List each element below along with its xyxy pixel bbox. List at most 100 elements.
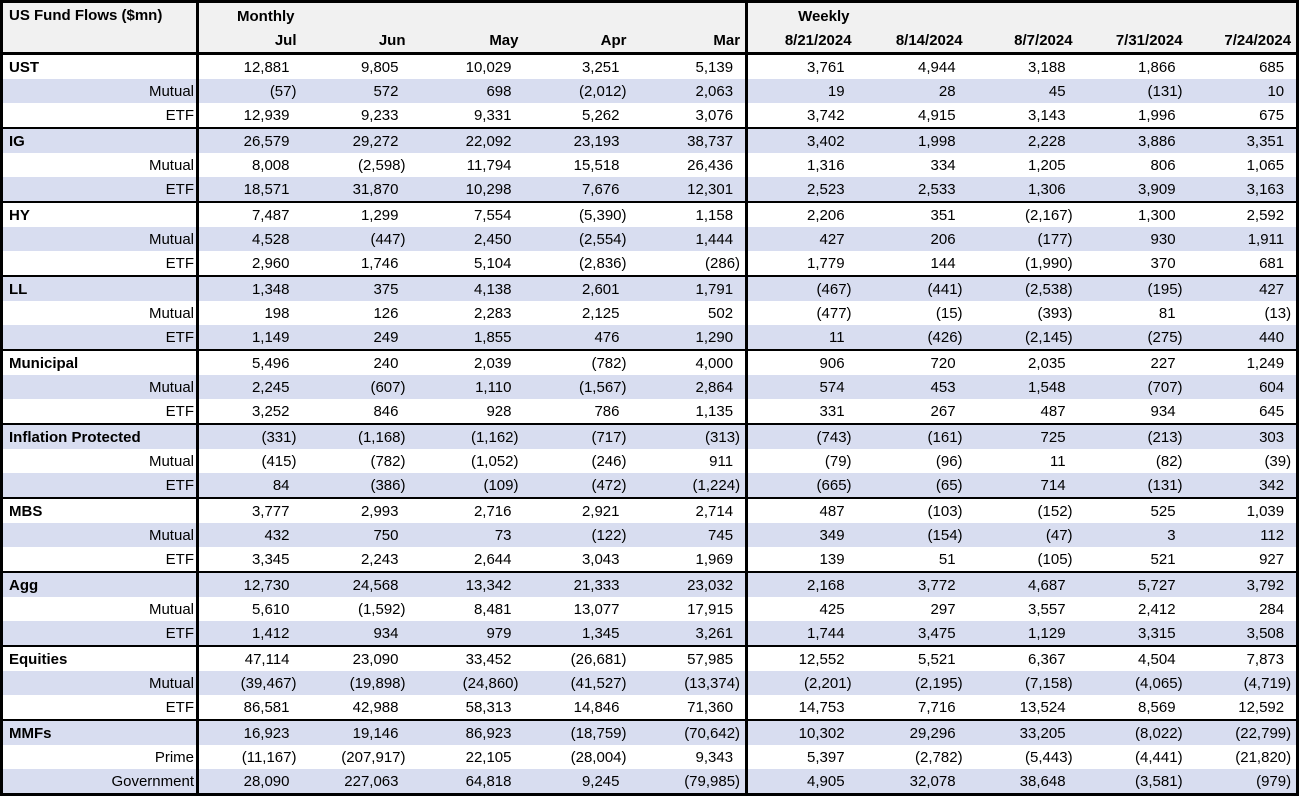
value-cell: 5,727 <box>1077 571 1188 597</box>
value-cell: 2,921 <box>523 497 632 523</box>
value-cell: (441) <box>856 275 968 301</box>
subcategory-label: Mutual <box>1 523 199 547</box>
value-cell: 698 <box>410 79 524 103</box>
value-cell: (41,527) <box>523 671 632 695</box>
category-label: IG <box>1 127 199 153</box>
value-cell: 2,601 <box>523 275 632 301</box>
value-cell: 17,915 <box>687 600 734 618</box>
value-cell: 42,988 <box>352 698 399 716</box>
value-cell: 11 <box>1049 452 1066 470</box>
date-col-header: 8/21/2024 <box>745 29 857 55</box>
value-cell: 73 <box>410 523 524 547</box>
value-cell: 5,496 <box>197 349 302 375</box>
value-cell: 206 <box>856 227 968 251</box>
value-cell: (2,782) <box>915 748 963 766</box>
value-cell: 1,158 <box>631 201 747 227</box>
table-header: US Fund Flows ($mn) Monthly Weekly Jul J… <box>1 1 1298 55</box>
date-col-header: 8/14/2024 <box>856 29 968 55</box>
value-cell: 22,105 <box>465 748 512 766</box>
subcategory-label: ETF <box>1 103 199 128</box>
value-cell: (386) <box>301 473 411 498</box>
value-cell: 24,568 <box>301 571 411 597</box>
value-cell: 86,581 <box>243 698 290 716</box>
value-cell: 28 <box>856 79 968 103</box>
value-cell: 574 <box>745 375 857 399</box>
value-cell: 84 <box>197 473 302 498</box>
value-cell: 71,360 <box>687 698 734 716</box>
value-cell: 2,523 <box>745 177 857 202</box>
value-cell: 9,245 <box>523 769 632 795</box>
subcategory-label: ETF <box>1 695 199 720</box>
value-cell: 2,960 <box>251 254 290 272</box>
value-cell: (4,065) <box>1077 671 1188 695</box>
value-cell: 4,504 <box>1077 645 1188 671</box>
value-cell: (2,012) <box>523 79 632 103</box>
value-cell: (96) <box>935 452 963 470</box>
value-cell: 19 <box>745 79 857 103</box>
value-cell: (2,201) <box>745 671 857 695</box>
table-row: ETF 1,149 249 1,855 476 1,290 11 (426) (2,145) (2… <box>1 325 1298 350</box>
value-cell: 572 <box>301 79 411 103</box>
value-cell: 425 <box>745 597 857 621</box>
value-cell: 1,249 <box>1187 349 1298 375</box>
value-cell: 2,035 <box>967 349 1078 375</box>
value-cell: (286) <box>705 254 741 272</box>
value-cell: (1,224) <box>631 473 747 498</box>
value-cell: 1,299 <box>301 201 411 227</box>
value-cell: (13) <box>1264 304 1292 322</box>
month-col-header: Mar <box>631 29 747 55</box>
value-cell: (18,759) <box>523 719 632 745</box>
category-label: Equities <box>1 645 199 671</box>
value-cell: 81 <box>1158 304 1176 322</box>
value-cell: (105) <box>1037 550 1073 568</box>
value-cell: 3,402 <box>745 127 857 153</box>
value-cell: (717) <box>523 423 632 449</box>
value-cell: 3,475 <box>856 621 968 646</box>
value-cell: (22,799) <box>1187 719 1298 745</box>
value-cell: (131) <box>1077 473 1188 498</box>
date-col-header: 8/7/2024 <box>967 29 1078 55</box>
value-cell: 3,143 <box>1028 106 1066 124</box>
value-cell: 3,886 <box>1077 127 1188 153</box>
value-cell: 1,412 <box>197 621 302 646</box>
value-cell: 38,648 <box>967 769 1078 795</box>
table-row: Prime (11,167) (207,917) 22,105 (28,004) 9,34… <box>1 745 1298 769</box>
value-cell: (177) <box>967 227 1078 251</box>
value-cell: 906 <box>745 349 857 375</box>
value-cell: (21,820) <box>1235 748 1292 766</box>
value-cell: 14,846 <box>573 698 620 716</box>
value-cell: (5,443) <box>1025 748 1073 766</box>
subcategory-label: Mutual <box>1 301 199 325</box>
value-cell: 3,761 <box>745 52 857 79</box>
value-cell: 4,687 <box>967 571 1078 597</box>
value-cell: (2,145) <box>967 325 1078 350</box>
value-cell: (39,467) <box>197 671 302 695</box>
value-cell: (65) <box>856 473 968 498</box>
value-cell: (195) <box>1077 275 1188 301</box>
value-cell: 2,592 <box>1187 201 1298 227</box>
value-cell: (79,985) <box>631 769 747 795</box>
value-cell: (57) <box>197 79 302 103</box>
value-cell: 58,313 <box>465 698 512 716</box>
table-row: Municipal 5,496 240 2,039 (782) 4,000 906 720 2,… <box>1 349 1298 375</box>
value-cell: 930 <box>1077 227 1188 251</box>
value-cell: 1,911 <box>1187 227 1298 251</box>
value-cell: 1,129 <box>967 621 1078 646</box>
subcategory-label: ETF <box>1 399 199 424</box>
value-cell: 521 <box>1150 550 1176 568</box>
value-cell: 714 <box>967 473 1078 498</box>
value-cell: 23,090 <box>301 645 411 671</box>
value-cell: 2,864 <box>631 375 747 399</box>
table-row: Equities 47,114 23,090 33,452 (26,681) 57,985… <box>1 645 1298 671</box>
category-label: MMFs <box>1 719 199 745</box>
value-cell: (15) <box>935 304 963 322</box>
value-cell: 3,557 <box>1028 600 1066 618</box>
value-cell: 139 <box>745 547 857 572</box>
value-cell: 1,345 <box>523 621 632 646</box>
value-cell: 334 <box>930 156 956 174</box>
value-cell: 1,969 <box>695 550 734 568</box>
month-col-header: Apr <box>523 29 632 55</box>
value-cell: 4,905 <box>745 769 857 795</box>
month-col-header: Jun <box>301 29 411 55</box>
value-cell: (447) <box>301 227 411 251</box>
